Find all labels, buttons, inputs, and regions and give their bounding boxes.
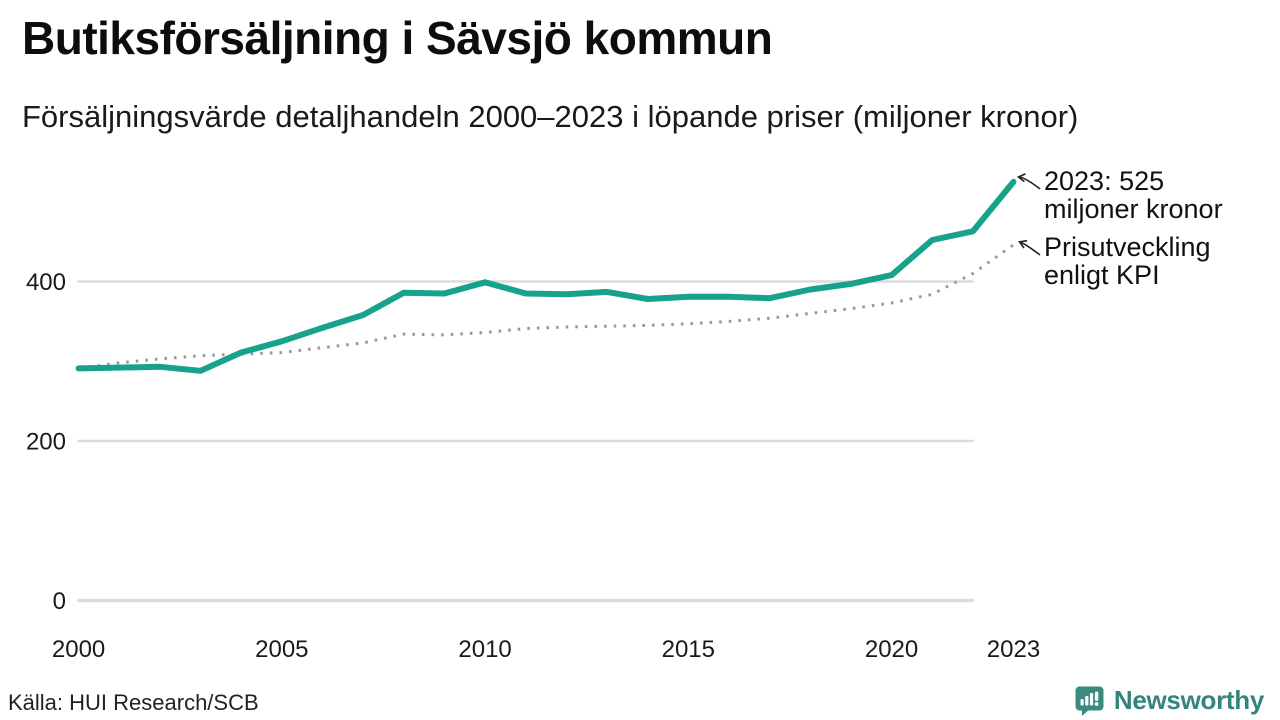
annotation-arrow-2023 bbox=[1019, 177, 1041, 190]
x-axis-labels: 2000 2005 2010 2015 2020 2023 bbox=[52, 636, 1040, 663]
y-axis-labels: 0 200 400 bbox=[26, 269, 66, 615]
x-tick-label: 2015 bbox=[662, 636, 715, 663]
x-tick-label: 2000 bbox=[52, 636, 105, 663]
annotation-line: miljoner kronor bbox=[1044, 194, 1223, 224]
x-tick-label: 2005 bbox=[255, 636, 308, 663]
sales-line bbox=[75, 178, 1017, 374]
annotation-line: 2023: 525 bbox=[1044, 166, 1165, 196]
chart-subtitle: Försäljningsvärde detaljhandeln 2000–202… bbox=[22, 99, 1079, 134]
logo-text: Newsworthy bbox=[1113, 685, 1264, 715]
source-label: Källa: HUI Research/SCB bbox=[8, 690, 259, 715]
x-tick-label: 2010 bbox=[458, 636, 511, 663]
newsworthy-logo: Newsworthy bbox=[1074, 685, 1264, 716]
x-tick-label: 2020 bbox=[865, 636, 918, 663]
annotation-arrow-kpi bbox=[1020, 242, 1041, 256]
annotation-line: Prisutveckling bbox=[1044, 232, 1211, 262]
y-tick-label: 200 bbox=[26, 428, 66, 455]
y-tick-label: 400 bbox=[26, 269, 66, 296]
chart-title: Butiksförsäljning i Sävsjö kommun bbox=[22, 12, 773, 64]
x-tick-label: 2023 bbox=[987, 636, 1040, 663]
newsworthy-logo-icon bbox=[1075, 686, 1104, 716]
annotation-2023-value: 2023: 525 miljoner kronor bbox=[1044, 167, 1223, 223]
kpi-dotted-line bbox=[78, 243, 1015, 370]
annotation-line: enligt KPI bbox=[1044, 260, 1160, 290]
annotation-kpi-label: Prisutveckling enligt KPI bbox=[1044, 233, 1211, 289]
y-tick-label: 0 bbox=[53, 588, 66, 615]
gridlines bbox=[76, 280, 975, 603]
